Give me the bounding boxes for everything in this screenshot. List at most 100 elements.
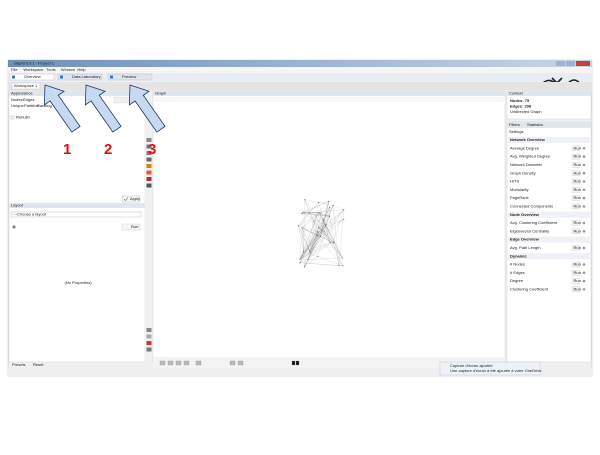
appearance-tab[interactable]: Nodes: [11, 97, 23, 102]
reset-label[interactable]: Reset: [33, 362, 44, 367]
run-label[interactable]: Run: [574, 270, 581, 275]
node[interactable]: [317, 256, 318, 257]
run-label[interactable]: Run: [574, 228, 581, 233]
node[interactable]: [316, 235, 317, 236]
node[interactable]: [313, 221, 314, 222]
node[interactable]: [326, 224, 327, 225]
node[interactable]: [299, 259, 300, 260]
node[interactable]: [333, 243, 334, 244]
node[interactable]: [304, 199, 305, 200]
statistic-name: Degree: [510, 278, 524, 283]
node[interactable]: [329, 216, 330, 217]
bottom-tool[interactable]: [292, 361, 295, 365]
run-label[interactable]: Run: [574, 195, 581, 200]
node[interactable]: [302, 227, 303, 228]
node[interactable]: [342, 257, 343, 258]
run-label[interactable]: Run: [574, 278, 581, 283]
node[interactable]: [320, 212, 321, 213]
node[interactable]: [338, 265, 339, 266]
tool-icon[interactable]: [147, 335, 152, 339]
bottom-tool[interactable]: [196, 361, 201, 365]
perspective-tab-label[interactable]: Preview: [122, 74, 136, 79]
max-button[interactable]: [566, 61, 575, 66]
appearance-tab[interactable]: Edges: [23, 97, 34, 102]
node[interactable]: [329, 207, 330, 208]
run-label[interactable]: Run: [574, 162, 581, 167]
node[interactable]: [343, 219, 344, 220]
node[interactable]: [298, 225, 299, 226]
run-label[interactable]: Run: [574, 179, 581, 184]
workspace-tab-label[interactable]: Workspace 1: [14, 83, 38, 88]
node[interactable]: [343, 209, 344, 210]
node[interactable]: [328, 201, 329, 202]
run-label[interactable]: Run: [574, 245, 581, 250]
perspective-tab-label[interactable]: Data Laboratory: [72, 74, 101, 79]
node[interactable]: [310, 252, 311, 253]
run-label[interactable]: Run: [574, 286, 581, 291]
node[interactable]: [303, 251, 304, 252]
bottom-tool[interactable]: [168, 361, 173, 365]
tool-icon[interactable]: [147, 328, 152, 332]
node[interactable]: [342, 265, 343, 266]
node[interactable]: [320, 236, 321, 237]
tool-icon[interactable]: [147, 171, 152, 175]
node[interactable]: [317, 231, 318, 232]
bottom-tool[interactable]: [184, 361, 189, 365]
run-label[interactable]: Run: [574, 154, 581, 159]
node[interactable]: [318, 202, 319, 203]
run-label[interactable]: Run: [131, 224, 138, 229]
menu-item[interactable]: Workspace: [23, 67, 44, 72]
bottom-tool[interactable]: [238, 361, 243, 365]
node[interactable]: [309, 213, 310, 214]
tool-icon[interactable]: [147, 184, 152, 188]
run-label[interactable]: Run: [574, 145, 581, 150]
perspective-tab-label[interactable]: Overview: [24, 74, 41, 79]
bottom-tool[interactable]: [230, 361, 235, 365]
node[interactable]: [319, 212, 320, 213]
statistic-name: Network Diameter: [510, 162, 543, 167]
node[interactable]: [323, 219, 324, 220]
tool-icon[interactable]: [147, 348, 152, 352]
run-label[interactable]: Run: [574, 170, 581, 175]
node[interactable]: [309, 251, 310, 252]
checkbox[interactable]: [11, 116, 14, 119]
node[interactable]: [318, 227, 319, 228]
settings-label[interactable]: Settings: [509, 129, 523, 134]
option-label[interactable]: Rebuild: [16, 115, 30, 120]
node[interactable]: [330, 242, 331, 243]
help-icon: [583, 288, 586, 291]
run-label[interactable]: Run: [574, 203, 581, 208]
presets-label[interactable]: Presets: [12, 362, 26, 367]
run-label[interactable]: Run: [574, 187, 581, 192]
bottom-tool[interactable]: [176, 361, 181, 365]
node[interactable]: [333, 205, 334, 206]
min-button[interactable]: [556, 61, 565, 66]
bottom-tool[interactable]: [296, 361, 299, 365]
menu-item[interactable]: Tools: [46, 67, 55, 72]
menu-item[interactable]: Help: [77, 67, 86, 72]
apply-label[interactable]: Apply: [130, 196, 140, 201]
node[interactable]: [333, 242, 334, 243]
run-label[interactable]: Run: [574, 262, 581, 267]
node[interactable]: [324, 231, 325, 232]
tool-icon[interactable]: [147, 164, 152, 168]
menu-item[interactable]: Window: [61, 67, 75, 72]
close-button[interactable]: [576, 61, 590, 66]
node[interactable]: [318, 212, 319, 213]
bottom-tool[interactable]: [160, 361, 165, 365]
node[interactable]: [302, 212, 303, 213]
tool-icon[interactable]: [147, 158, 152, 162]
annotation-number: 3: [148, 141, 156, 158]
run-label[interactable]: Run: [574, 220, 581, 225]
appearance-mode[interactable]: Unique: [11, 103, 24, 108]
statistics-tab[interactable]: Statistics: [527, 122, 543, 127]
statistics-tab[interactable]: Filters: [509, 122, 520, 127]
menu-item[interactable]: File: [11, 67, 18, 72]
layout-combo-label[interactable]: ---Choose a layout: [13, 212, 47, 217]
node[interactable]: [304, 266, 305, 267]
tool-icon[interactable]: [147, 177, 152, 181]
node[interactable]: [301, 213, 302, 214]
node[interactable]: [307, 259, 308, 260]
node[interactable]: [299, 262, 300, 263]
tool-icon[interactable]: [147, 341, 152, 345]
